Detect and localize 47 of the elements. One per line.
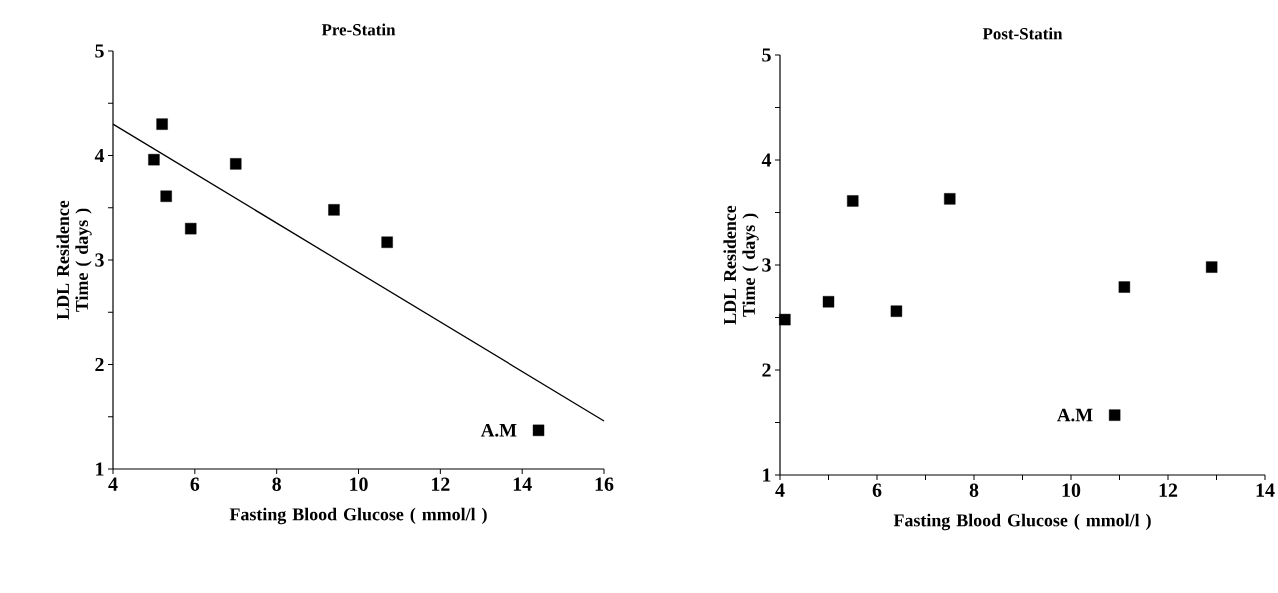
x-axis-title: Fasting Blood Glucose ( mmol/l )	[229, 507, 487, 525]
point	[1205, 261, 1218, 273]
x-tick-label: 8	[969, 483, 979, 497]
x-axis-title: Fasting Blood Glucose ( mmol/l )	[893, 513, 1151, 531]
y-axis-title: LDL Residence Time ( days )	[723, 205, 759, 325]
x-tick-label: 12	[431, 477, 450, 491]
point	[532, 424, 545, 437]
x-tick-label: 14	[1256, 483, 1275, 497]
y-tick-label: 3	[762, 258, 771, 272]
x-tick-label: 8	[272, 477, 281, 491]
x-tick-label: 6	[190, 477, 200, 491]
point	[1108, 409, 1121, 421]
y-tick-label: 3	[95, 253, 104, 267]
point	[381, 236, 393, 248]
x-tick-label: 10	[350, 477, 368, 491]
y-tick-label: 2	[762, 363, 771, 377]
x-tick-label: 14	[513, 477, 532, 491]
chart-title: Post-Statin	[982, 27, 1063, 40]
y-tick-label: 5	[95, 44, 104, 58]
point	[148, 153, 160, 166]
x-tick-label: 6	[872, 483, 882, 497]
y-tick-label: 1	[96, 462, 104, 476]
annotation: A.M	[1057, 408, 1093, 422]
x-tick-label: 16	[595, 477, 614, 491]
point	[822, 296, 835, 308]
chart-title: Pre-Statin	[321, 23, 396, 36]
y-tick-label: 1	[763, 468, 771, 482]
y-tick-label: 2	[95, 357, 104, 372]
point	[160, 190, 172, 202]
point	[890, 305, 903, 317]
point	[230, 158, 242, 170]
y-axis-title: LDL Residence Time ( days )	[56, 200, 92, 320]
x-tick-label: 10	[1062, 483, 1081, 497]
point	[847, 195, 859, 207]
y-tick-label: 4	[761, 153, 772, 167]
point	[185, 222, 197, 235]
point	[156, 118, 168, 130]
point	[944, 193, 956, 205]
x-tick-label: 4	[108, 477, 118, 491]
y-tick-label: 4	[94, 148, 105, 163]
point	[1118, 281, 1131, 293]
point	[328, 204, 340, 216]
annotation: A.M	[480, 423, 517, 437]
point	[779, 313, 791, 326]
y-tick-label: 5	[762, 48, 771, 62]
x-tick-label: 12	[1159, 483, 1178, 497]
x-tick-label: 4	[775, 483, 785, 497]
